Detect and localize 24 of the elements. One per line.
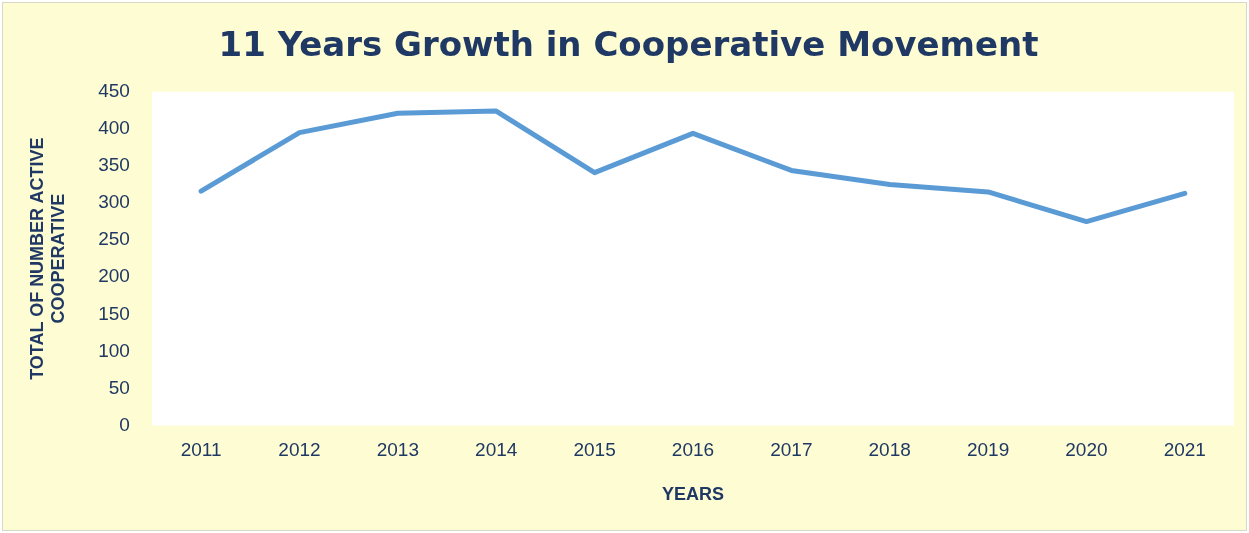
- x-tick-label: 2011: [180, 439, 222, 461]
- y-tick-label: 400: [98, 117, 130, 139]
- y-tick-label: 450: [98, 80, 130, 102]
- y-tick-label: 0: [119, 413, 130, 435]
- x-tick-label: 2021: [1163, 439, 1206, 461]
- y-tick-label: 100: [98, 339, 130, 361]
- y-tick-label: 250: [98, 228, 130, 250]
- y-tick-label: 50: [108, 376, 130, 398]
- x-tick-label: 2015: [573, 439, 616, 461]
- x-tick-label: 2013: [376, 439, 419, 461]
- y-tick-label: 300: [98, 191, 130, 213]
- x-tick-label: 2018: [868, 439, 911, 461]
- x-tick-label: 2020: [1065, 439, 1108, 461]
- x-tick-label: 2014: [475, 439, 518, 461]
- chart-title: 11 Years Growth in Cooperative Movement: [218, 24, 1039, 65]
- x-tick-label: 2012: [278, 439, 321, 461]
- x-axis-title: YEARS: [661, 484, 724, 505]
- y-tick-label: 150: [98, 302, 130, 324]
- y-axis-title: TOTAL OF NUMBER ACTIVE COOPERATIVE: [26, 137, 69, 380]
- y-tick-label: 200: [98, 265, 130, 287]
- x-tick-label: 2019: [966, 439, 1010, 461]
- x-tick-label: 2017: [770, 439, 813, 461]
- y-tick-label: 350: [98, 154, 130, 176]
- x-tick-label: 2016: [671, 439, 715, 461]
